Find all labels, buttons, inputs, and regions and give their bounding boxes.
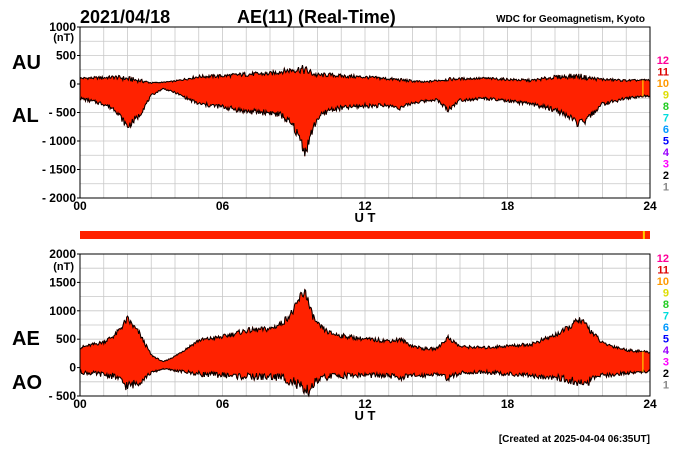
station-count-label: 8 bbox=[663, 101, 669, 113]
al-label: AL bbox=[12, 105, 39, 127]
station-count-label: 11 bbox=[657, 265, 669, 277]
y-tick-label: 500 bbox=[56, 332, 76, 346]
y-tick-label: 2000 bbox=[49, 247, 76, 261]
y-tick-label: - 2000 bbox=[42, 191, 76, 205]
y-tick-label: - 500 bbox=[49, 389, 77, 403]
y-tick-label: 1000 bbox=[49, 20, 76, 34]
y-tick-label: - 500 bbox=[49, 106, 77, 120]
station-count-label: 5 bbox=[663, 334, 669, 346]
station-count-label: 1 bbox=[663, 182, 669, 194]
ao-label: AO bbox=[12, 372, 42, 394]
au-al-x-ticks: 00 06 12 18 24 bbox=[73, 199, 657, 213]
x-tick-label: 00 bbox=[73, 199, 87, 213]
ae-label: AE bbox=[12, 328, 40, 350]
x-tick-label: 06 bbox=[216, 199, 230, 213]
ae-ao-frame bbox=[79, 253, 651, 397]
y-tick-label: 0 bbox=[69, 77, 76, 91]
station-count-label: 7 bbox=[663, 311, 669, 323]
au-al-unit: (nT) bbox=[53, 32, 74, 44]
station-availability-bar bbox=[80, 231, 650, 239]
ae-ao-x-label: U T bbox=[355, 408, 376, 423]
station-count-label: 8 bbox=[663, 299, 669, 311]
au-al-x-label: U T bbox=[355, 210, 376, 225]
y-tick-label: 0 bbox=[69, 361, 76, 375]
station-count-label: 7 bbox=[663, 113, 669, 125]
x-tick-label: 12 bbox=[358, 199, 372, 213]
station-availability-marker bbox=[642, 231, 645, 239]
station-count-label: 1 bbox=[663, 380, 669, 392]
x-tick-label: 24 bbox=[643, 199, 657, 213]
station-count-label: 2 bbox=[663, 368, 669, 380]
station-count-label: 9 bbox=[663, 288, 669, 300]
au-al-y-ticks: 1000 500 0 - 500 - 1000 - 1500 - 2000 bbox=[42, 20, 80, 205]
ae-ao-y-ticks: 2000 1500 1000 500 0 - 500 bbox=[49, 247, 80, 403]
chart-title: AE(11) (Real-Time) bbox=[237, 7, 396, 27]
station-count-label: 11 bbox=[657, 67, 669, 79]
y-tick-label: - 1000 bbox=[42, 134, 76, 148]
au-label: AU bbox=[12, 52, 41, 74]
station-count-label: 9 bbox=[663, 90, 669, 102]
station-count-label: 12 bbox=[657, 253, 669, 265]
ae-ao-x-ticks: 00 06 12 18 24 bbox=[73, 397, 657, 411]
station-count-label: 3 bbox=[663, 159, 669, 171]
station-count-label: 3 bbox=[663, 357, 669, 369]
source-label: WDC for Geomagnetism, Kyoto bbox=[496, 14, 645, 25]
x-tick-label: 12 bbox=[358, 397, 372, 411]
y-tick-label: - 1500 bbox=[42, 163, 76, 177]
x-tick-label: 18 bbox=[501, 397, 515, 411]
y-tick-label: 1000 bbox=[49, 304, 76, 318]
au-line bbox=[79, 64, 651, 85]
date-label: 2021/04/18 bbox=[80, 7, 170, 27]
station-count-label: 6 bbox=[663, 124, 669, 136]
al-line bbox=[79, 87, 651, 157]
station-count-label: 2 bbox=[663, 170, 669, 182]
station-count-label: 4 bbox=[663, 345, 670, 357]
x-tick-label: 18 bbox=[501, 199, 515, 213]
station-count-label: 10 bbox=[657, 276, 669, 288]
created-label: [Created at 2025-04-04 06:35UT] bbox=[499, 434, 650, 445]
ae-ao-unit: (nT) bbox=[53, 261, 74, 273]
station-count-label: 5 bbox=[663, 136, 669, 148]
x-tick-label: 06 bbox=[216, 397, 230, 411]
station-count-label: 6 bbox=[663, 322, 669, 334]
x-tick-label: 00 bbox=[73, 397, 87, 411]
y-tick-label: 500 bbox=[56, 49, 76, 63]
station-count-label: 4 bbox=[663, 147, 670, 159]
ae-line bbox=[79, 288, 651, 363]
station-count-label: 12 bbox=[657, 55, 669, 67]
x-tick-label: 24 bbox=[643, 397, 657, 411]
station-count-label: 10 bbox=[657, 78, 669, 90]
y-tick-label: 1500 bbox=[49, 275, 76, 289]
ao-line bbox=[79, 367, 651, 398]
